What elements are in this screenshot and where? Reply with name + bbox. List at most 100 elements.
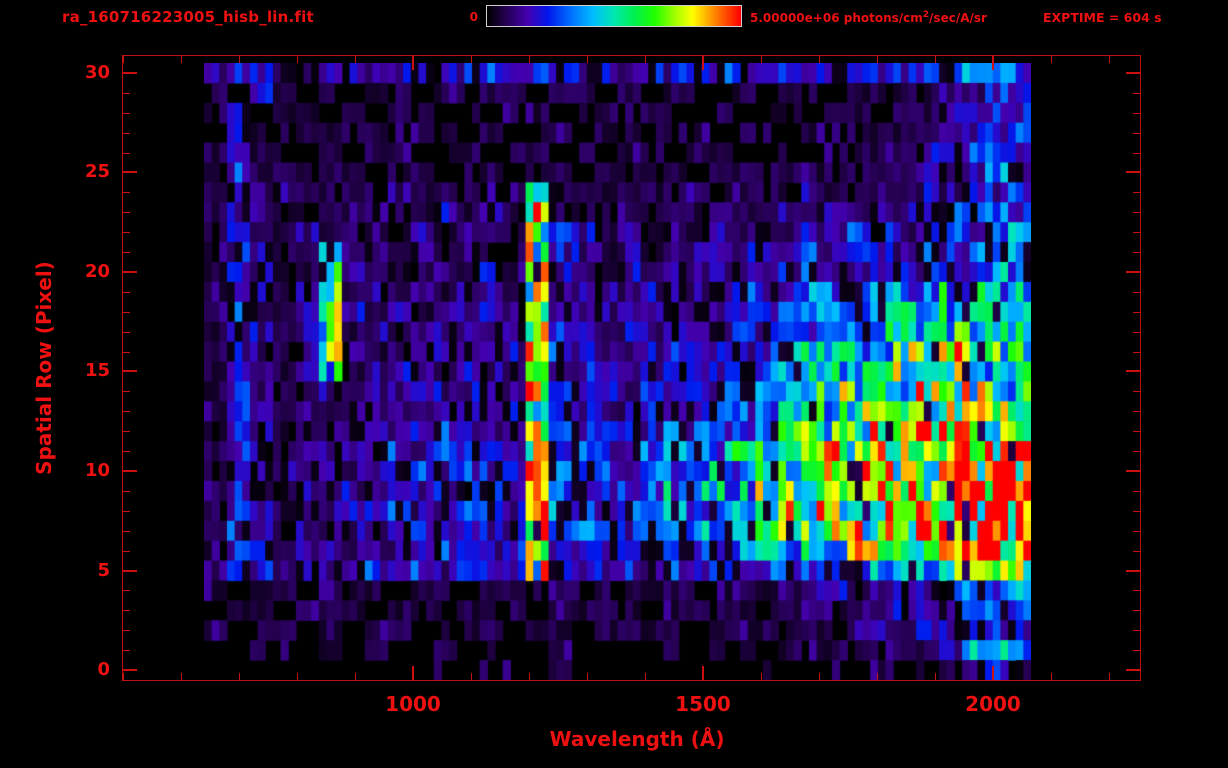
x-minor-tick [877,673,878,680]
x-minor-tick [935,56,936,63]
colorbar-max-superscript: 2 [922,10,930,20]
y-tick-label: 10 [84,460,110,481]
x-minor-tick [761,673,762,680]
y-tick-label: 5 [97,560,110,581]
x-minor-tick [645,673,646,680]
colorbar-max-suffix: /sec/A/sr [929,11,987,25]
y-minor-tick [123,312,130,313]
y-minor-tick [1133,630,1140,631]
x-tick-label: 1000 [385,692,441,716]
x-minor-tick [181,673,182,680]
y-major-tick [1126,669,1140,671]
y-minor-tick [1133,212,1140,213]
x-minor-tick [645,56,646,63]
y-minor-tick [1133,332,1140,333]
x-major-tick [992,56,994,70]
x-minor-tick [877,56,878,63]
y-minor-tick [123,610,130,611]
y-minor-tick [123,192,130,193]
y-major-tick [1126,72,1140,74]
y-tick-label: 25 [84,161,110,182]
y-major-tick [123,570,137,572]
y-major-tick [1126,271,1140,273]
x-minor-tick [471,56,472,63]
y-minor-tick [123,650,130,651]
y-minor-tick [123,531,130,532]
x-minor-tick [1109,56,1110,63]
y-minor-tick [123,491,130,492]
y-minor-tick [1133,610,1140,611]
x-minor-tick [819,673,820,680]
y-major-tick [123,271,137,273]
y-minor-tick [123,411,130,412]
colorbar-gradient [486,5,742,27]
y-tick-label: 20 [84,261,110,282]
y-minor-tick [1133,192,1140,193]
colorbar-min-label: 0 [469,10,478,24]
plot-title: ra_160716223005_hisb_lin.fit [62,8,314,26]
x-major-tick [702,56,704,70]
x-minor-tick [123,56,124,63]
x-minor-tick [355,56,356,63]
x-minor-tick [239,56,240,63]
y-minor-tick [1133,93,1140,94]
x-minor-tick [587,673,588,680]
x-minor-tick [181,56,182,63]
x-minor-tick [935,673,936,680]
y-minor-tick [1133,312,1140,313]
x-major-tick [992,666,994,680]
y-major-tick [123,370,137,372]
y-major-tick [123,669,137,671]
y-minor-tick [123,451,130,452]
y-minor-tick [1133,153,1140,154]
x-minor-tick [819,56,820,63]
y-minor-tick [123,391,130,392]
y-minor-tick [1133,551,1140,552]
y-minor-tick [1133,511,1140,512]
y-minor-tick [1133,391,1140,392]
x-minor-tick [297,673,298,680]
y-tick-label: 15 [84,360,110,381]
y-minor-tick [123,252,130,253]
x-minor-tick [123,673,124,680]
x-axis-label: Wavelength (Å) [549,727,725,751]
y-minor-tick [1133,411,1140,412]
x-minor-tick [297,56,298,63]
y-minor-tick [1133,531,1140,532]
y-major-tick [1126,370,1140,372]
y-minor-tick [1133,451,1140,452]
x-minor-tick [1051,673,1052,680]
y-minor-tick [1133,113,1140,114]
y-minor-tick [1133,431,1140,432]
y-tick-label: 30 [84,62,110,83]
y-minor-tick [1133,352,1140,353]
x-minor-tick [529,673,530,680]
y-minor-tick [123,511,130,512]
y-minor-tick [123,153,130,154]
x-minor-tick [529,56,530,63]
x-tick-label: 1500 [675,692,731,716]
y-major-tick [123,72,137,74]
y-minor-tick [123,232,130,233]
y-minor-tick [123,292,130,293]
y-minor-tick [123,113,130,114]
y-major-tick [1126,570,1140,572]
y-major-tick [123,470,137,472]
y-minor-tick [123,332,130,333]
y-minor-tick [1133,491,1140,492]
y-major-tick [1126,470,1140,472]
y-minor-tick [123,93,130,94]
y-minor-tick [123,431,130,432]
x-minor-tick [587,56,588,63]
colorbar-max-label: 5.00000e+06 photons/cm2/sec/A/sr [750,10,987,25]
y-minor-tick [123,352,130,353]
y-minor-tick [1133,292,1140,293]
y-minor-tick [1133,232,1140,233]
y-minor-tick [1133,252,1140,253]
spectrum-heatmap [204,63,1031,680]
y-minor-tick [123,133,130,134]
x-major-tick [412,666,414,680]
x-minor-tick [1109,673,1110,680]
y-minor-tick [1133,133,1140,134]
